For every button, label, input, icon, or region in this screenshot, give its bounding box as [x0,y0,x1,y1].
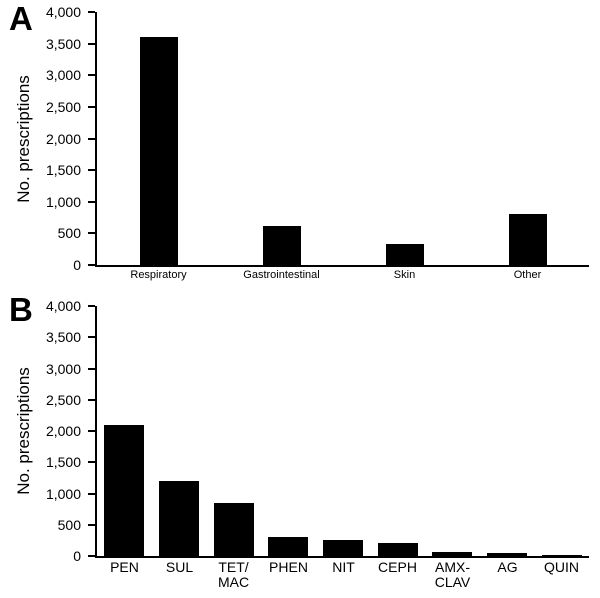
y-tick-label-4-000: 4,000 [45,4,81,20]
y-tick-mark [88,42,95,45]
x-label-quin: QUIN [544,559,579,575]
y-tick-label-0: 0 [73,257,81,273]
y-tick-label-2-500: 2,500 [45,391,81,408]
y-tick-label-500: 500 [57,225,81,242]
y-tick-mark [88,398,95,401]
panel-b-letter: B [9,291,33,328]
y-tick-label-500: 500 [57,516,81,533]
y-tick-label-1-000: 1,000 [45,485,81,502]
x-label-sul: SUL [165,559,194,575]
bar-amx-clav [432,552,472,556]
bar-ag [487,553,527,556]
bar-pen [104,425,144,556]
y-tick-label-3-000: 3,000 [45,360,81,377]
y-tick-label-2-000: 2,000 [45,130,81,147]
bar-phen [268,537,308,556]
x-label-gastrointestinal: Gastrointestinal [243,269,320,281]
bar-other [509,214,547,265]
y-tick-label-3-500: 3,500 [45,35,81,52]
bar-skin [386,244,424,265]
y-tick-mark [88,492,95,495]
x-label-pen: PEN [110,559,139,575]
y-tick-label-2-000: 2,000 [45,423,81,439]
y-tick-mark [88,523,95,526]
y-tick-mark [88,461,95,464]
bar-gastrointestinal [263,226,301,265]
y-tick-mark [88,74,95,77]
x-label-skin: Skin [393,269,416,281]
bar-sul [159,481,199,556]
x-label-other: Other [513,269,542,281]
y-tick-mark [88,264,95,266]
y-tick-mark [88,137,95,140]
y-tick-mark [88,367,95,370]
bar-tet-mac [214,503,254,556]
x-label-tet-mac: TET/ MAC [217,559,250,590]
x-label-ag: AG [497,559,518,575]
y-tick-label-2-500: 2,500 [45,98,81,115]
y-tick-mark [88,430,95,432]
bar-ceph [378,543,418,556]
x-label-amx-clav: AMX- CLAV [434,559,471,590]
y-tick-label-0: 0 [73,548,81,564]
bar-respiratory [140,37,178,265]
y-tick-mark [88,105,95,108]
y-tick-mark [88,336,95,339]
plot-area-b [95,306,589,558]
y-tick-mark [88,11,95,13]
y-tick-label-1-000: 1,000 [45,193,81,210]
y-tick-mark [88,200,95,203]
x-label-ceph: CEPH [378,559,417,575]
y-tick-mark [88,169,95,172]
bar-quin [542,555,582,556]
x-label-phen: PHEN [269,559,308,575]
y-tick-mark [88,555,95,557]
x-label-nit: NIT [332,559,355,575]
y-tick-label-4-000: 4,000 [45,298,81,314]
x-label-respiratory: Respiratory [130,269,187,281]
y-tick-label-3-000: 3,000 [45,67,81,84]
panel-a-letter: A [9,0,33,37]
y-tick-label-1-500: 1,500 [45,454,81,471]
y-tick-mark [88,305,95,307]
panel-a: A No. prescriptions 4,000 3,500 3,000 2,500… [0,0,600,290]
y-tick-label-1-500: 1,500 [45,162,81,179]
y-tick-mark [88,232,95,235]
panel-b: B No. prescriptions 4,000 3,500 3,000 2,500… [0,290,600,598]
plot-area-a [95,12,589,267]
bar-nit [323,540,363,556]
y-tick-label-3-500: 3,500 [45,329,81,346]
